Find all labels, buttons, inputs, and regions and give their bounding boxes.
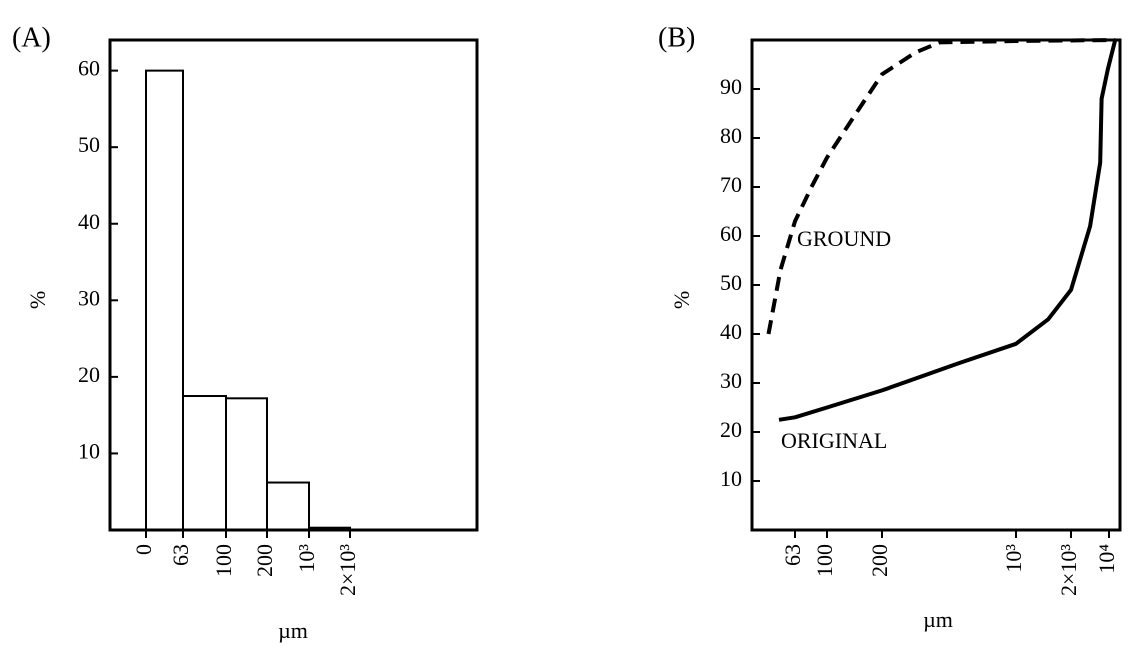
y-tick-label: 90 [720,74,742,99]
x-tick-label: 100 [211,544,236,577]
y-tick-label: 30 [720,368,742,393]
bar [182,395,227,531]
series-label: GROUND [797,226,891,251]
y-axis-label: % [25,291,50,309]
y-tick-label: 10 [720,466,742,491]
x-axis-label: µm [923,607,953,632]
x-tick-label: 0 [131,544,156,555]
x-tick-label: 63 [780,544,805,566]
x-tick-label: 100 [812,544,837,577]
y-tick-label: 60 [720,221,742,246]
frame [750,38,1122,532]
y-tick-label: 20 [78,362,100,387]
line [778,39,1118,422]
y-axis-label: % [669,291,694,309]
x-tick-label: 2×10³ [1056,544,1081,596]
y-tick-label: 10 [78,438,100,463]
y-tick-label: 70 [720,172,742,197]
y-tick-label: 80 [720,123,742,148]
x-tick-label: 63 [168,544,193,566]
y-tick-label: 60 [78,56,100,81]
bar [145,69,184,531]
x-tick-label: 10⁴ [1094,544,1119,574]
x-tick-label: 200 [867,544,892,577]
y-tick-label: 50 [78,132,100,157]
series-label: ORIGINAL [781,428,887,453]
panel-title: (A) [12,22,51,53]
x-tick-label: 10³ [1001,544,1026,573]
x-tick-label: 10³ [294,544,319,573]
bar [225,397,268,531]
y-tick-label: 30 [78,285,100,310]
frame [108,38,479,532]
y-tick-label: 50 [720,270,742,295]
y-tick-label: 40 [78,209,100,234]
panel-title: (B) [658,22,695,53]
line [766,38,1116,335]
x-tick-label: 2×10³ [335,544,360,596]
bar [266,481,310,531]
y-tick-label: 20 [720,417,742,442]
x-axis-label: µm [278,618,308,643]
y-tick-label: 40 [720,319,742,344]
x-tick-label: 200 [252,544,277,577]
